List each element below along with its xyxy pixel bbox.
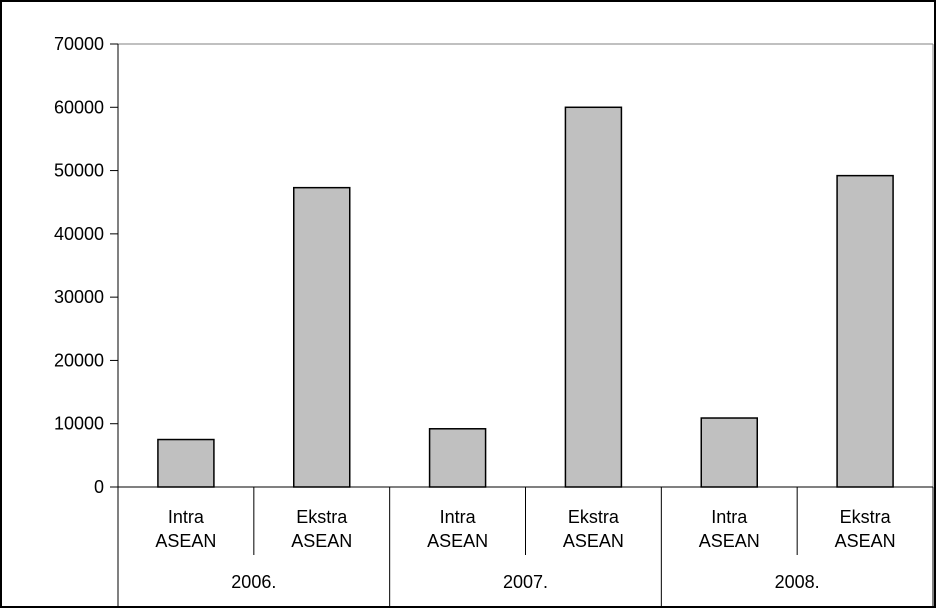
category-label-line1: Ekstra <box>296 507 348 527</box>
category-label-line2: ASEAN <box>427 531 488 551</box>
category-label-line1: Intra <box>711 507 748 527</box>
bar <box>564 106 623 488</box>
y-tick-label: 20000 <box>54 350 104 370</box>
category-label-line2: ASEAN <box>699 531 760 551</box>
bar <box>836 174 894 488</box>
category-label-line1: Intra <box>168 507 205 527</box>
category-label-line2: ASEAN <box>155 531 216 551</box>
category-label-line1: Ekstra <box>840 507 892 527</box>
y-axis: 0 10000 20000 30000 40000 50000 60000 70000 <box>54 34 934 497</box>
y-tick-label: 40000 <box>54 224 104 244</box>
y-tick-label: 60000 <box>54 97 104 117</box>
category-label-line2: ASEAN <box>563 531 624 551</box>
y-tick-label: 10000 <box>54 414 104 434</box>
bar <box>293 186 351 488</box>
x-axis: Intra ASEAN Ekstra ASEAN Intra ASEAN Ekstra ASE… <box>117 486 934 608</box>
y-tick-label: 0 <box>94 477 104 497</box>
group-label: 2006. <box>231 572 276 592</box>
bar <box>428 428 487 488</box>
group-label: 2008. <box>775 572 820 592</box>
y-tick-label: 50000 <box>54 161 104 181</box>
category-label-line1: Intra <box>440 507 477 527</box>
y-tick-label: 30000 <box>54 287 104 307</box>
bars <box>157 106 894 488</box>
bar <box>157 438 215 488</box>
bar <box>700 417 758 488</box>
category-label-line2: ASEAN <box>291 531 352 551</box>
y-tick-label: 70000 <box>54 34 104 54</box>
category-label-line1: Ekstra <box>568 507 620 527</box>
category-label-line2: ASEAN <box>835 531 896 551</box>
group-label: 2007. <box>503 572 548 592</box>
